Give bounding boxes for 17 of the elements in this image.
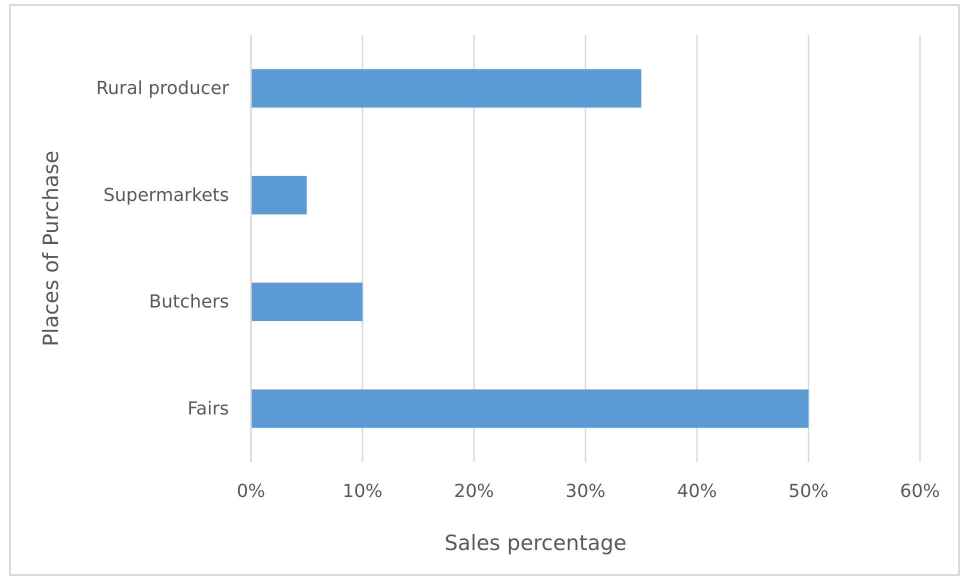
y-tick-label: Butchers <box>149 292 229 313</box>
x-tick-label: 50% <box>788 480 829 502</box>
y-tick-label: Fairs <box>187 398 229 420</box>
x-tick-label: 30% <box>565 480 606 502</box>
x-tick-label: 20% <box>454 480 494 502</box>
x-tick-label: 0% <box>236 480 266 502</box>
y-tick-label: Rural producer <box>96 78 230 100</box>
x-tick-label: 40% <box>676 480 718 502</box>
y-tick-label: Supermarkets <box>103 184 229 206</box>
x-tick-label: 60% <box>900 480 940 502</box>
bar <box>251 176 307 214</box>
bar <box>251 389 808 428</box>
bar <box>251 69 642 108</box>
bar <box>251 282 362 322</box>
x-tick-label: 10% <box>342 480 383 502</box>
y-axis-title: Places of Purchase <box>39 150 63 346</box>
x-axis-title: Sales percentage <box>444 531 627 555</box>
